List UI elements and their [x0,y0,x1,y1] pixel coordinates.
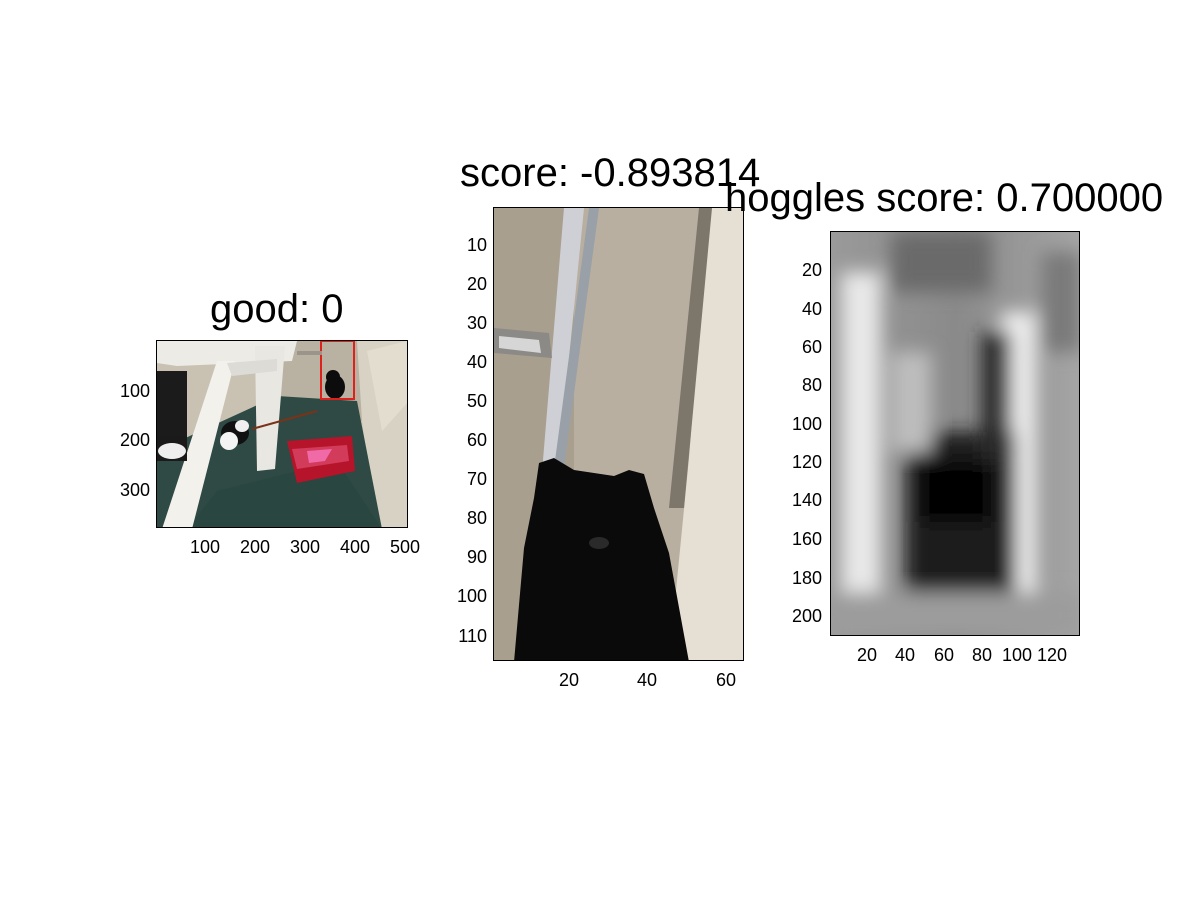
panel-title-good: good: 0 [210,289,343,329]
y-tick: 90 [427,548,487,566]
y-tick: 80 [427,509,487,527]
detection-crop [493,207,744,661]
y-tick: 50 [427,392,487,410]
x-tick: 500 [375,538,435,556]
panel-title-hoggles: hoggles score: 0.700000 [725,178,1163,218]
y-tick: 20 [427,275,487,293]
y-tick: 120 [762,453,822,471]
y-tick: 40 [427,353,487,371]
y-tick: 100 [427,587,487,605]
y-tick: 20 [762,261,822,279]
x-tick: 60 [696,671,756,689]
y-tick: 300 [90,481,150,499]
y-tick: 100 [90,382,150,400]
y-tick: 40 [762,300,822,318]
y-tick: 160 [762,530,822,548]
y-tick: 30 [427,314,487,332]
y-tick: 200 [762,607,822,625]
x-tick: 120 [1022,646,1082,664]
y-tick: 140 [762,491,822,509]
y-tick: 60 [762,338,822,356]
y-tick: 10 [427,236,487,254]
y-tick: 110 [427,627,487,645]
y-tick: 60 [427,431,487,449]
y-tick: 100 [762,415,822,433]
x-tick: 40 [617,671,677,689]
y-tick: 200 [90,431,150,449]
x-tick: 20 [539,671,599,689]
scene-photo [156,340,408,528]
y-tick: 70 [427,470,487,488]
hog-inversion [830,231,1080,636]
panel-title-score: score: -0.893814 [460,153,760,193]
y-tick: 80 [762,376,822,394]
y-tick: 180 [762,569,822,587]
